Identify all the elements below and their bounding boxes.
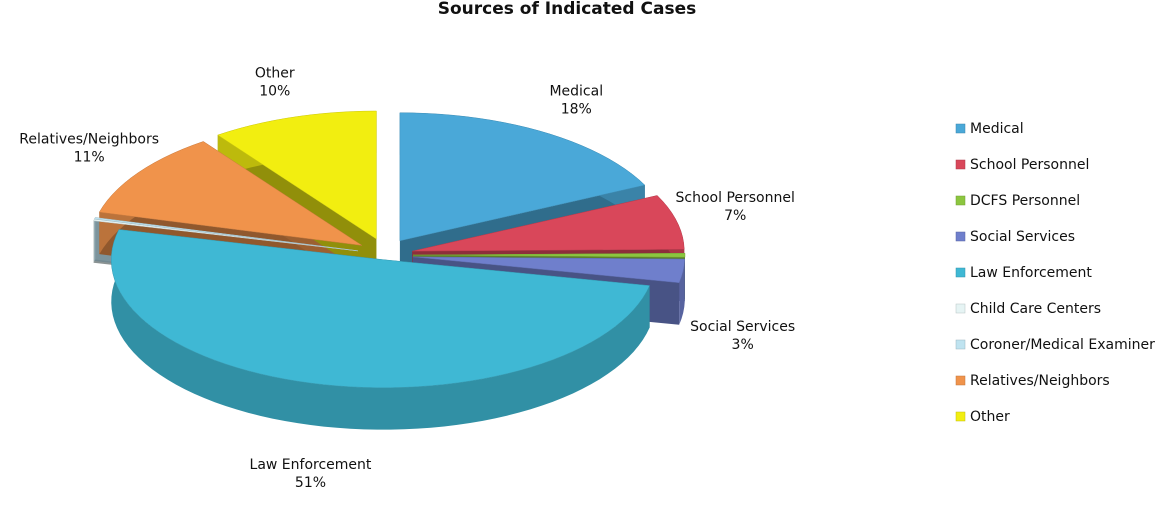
slice-label: Relatives/Neighbors [19,132,159,148]
legend: Medical School Personnel DCFS Personnel Soc… [955,121,1155,425]
legend-swatch [955,159,966,170]
legend-label: Social Services [970,229,1075,245]
legend-swatch [955,375,966,386]
slice [94,217,358,251]
slice-value-label: 51% [295,475,326,491]
slice [412,256,686,284]
slice [412,195,685,252]
slice-value-label: 11% [74,150,105,166]
slice-label: School Personnel [676,190,795,206]
slice-label: Law Enforcement [250,457,372,473]
legend-label: Law Enforcement [970,265,1092,281]
legend-swatch [955,303,966,314]
slice-side [94,217,96,261]
chart-title: Sources of Indicated Cases [438,0,696,19]
slice-side [111,229,650,430]
slice-label: Medical [549,83,603,99]
legend-label: Child Care Centers [970,301,1101,317]
slice [111,229,650,388]
slice [98,141,363,246]
slice [399,112,646,242]
slice-side [93,219,95,263]
legend-label: DCFS Personnel [970,193,1080,209]
slice [412,252,686,258]
legend-swatch [955,411,966,422]
legend-label: Medical [970,121,1024,137]
legend-swatch [955,231,966,242]
slice-value-label: 3% [732,337,754,353]
slice-tops [93,110,686,388]
legend-swatch [955,339,966,350]
labels: Medical 18% School Personnel 7% Social Servi… [19,65,795,491]
slice [217,110,377,240]
legend-label: Relatives/Neighbors [970,373,1110,389]
legend-label: Coroner/Medical Examiner [970,337,1155,353]
legend-label: Other [970,409,1010,425]
slice-value-label: 10% [259,83,290,99]
slice-value-label: 18% [561,101,592,117]
legend-swatch [955,267,966,278]
legend-swatch [955,123,966,134]
slice-label: Social Services [690,319,795,335]
slice-value-label: 7% [724,208,746,224]
slice-label: Other [255,65,295,81]
legend-label: School Personnel [970,157,1089,173]
legend-swatch [955,195,966,206]
slice-side [679,259,685,325]
